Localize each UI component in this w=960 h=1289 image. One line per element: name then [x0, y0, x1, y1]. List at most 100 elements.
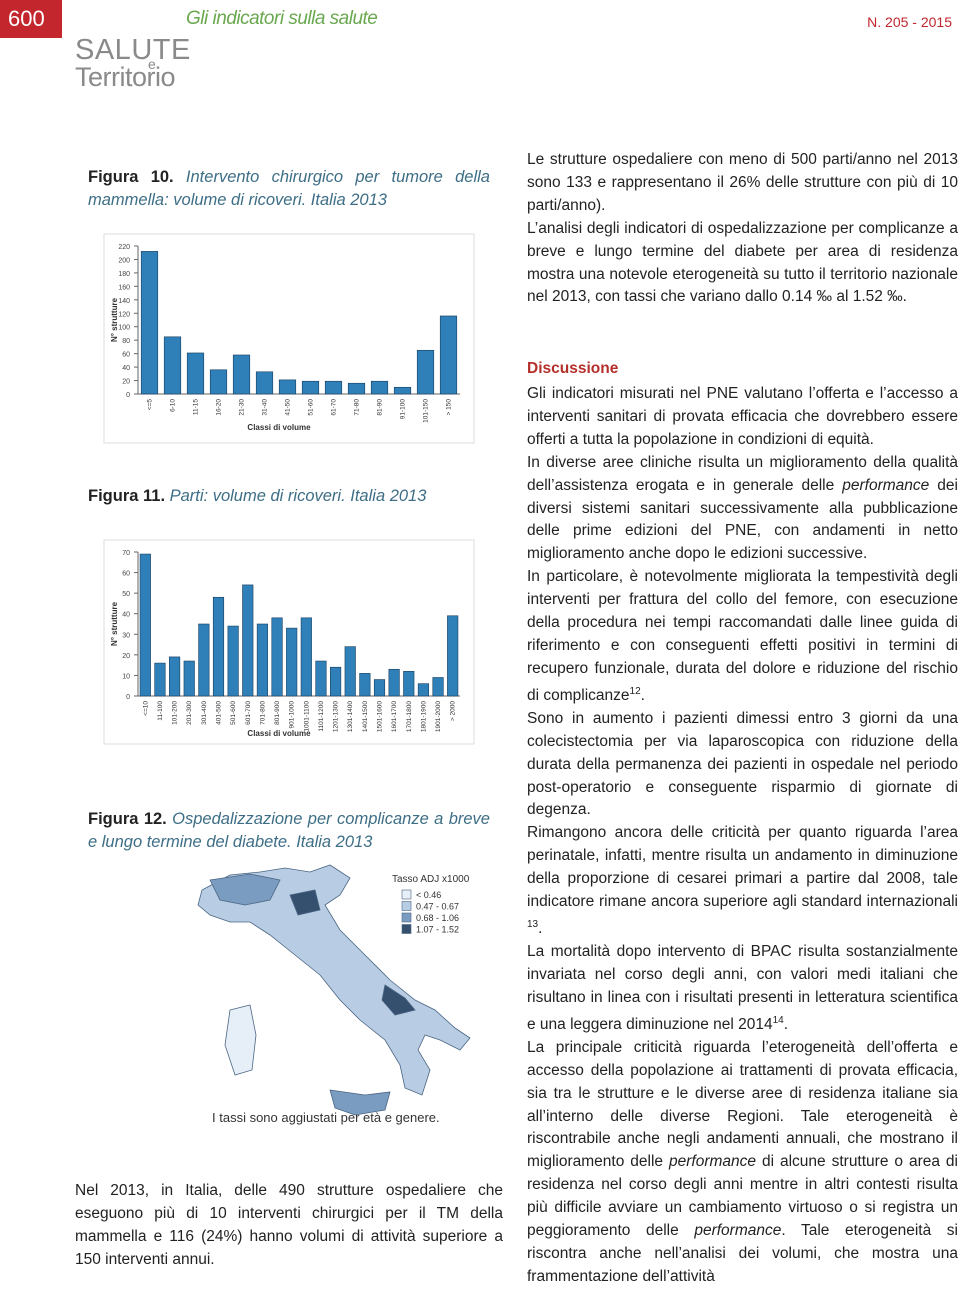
map-note: I tassi sono aggiustati per età e genere…	[212, 1110, 440, 1125]
bar	[271, 617, 283, 697]
y-tick-label: 60	[122, 352, 130, 359]
x-tick-label: 201-300	[186, 701, 193, 725]
legend-swatch	[401, 924, 412, 934]
x-tick-label: > 2000	[450, 701, 457, 721]
x-tick-label: 101-200	[172, 701, 179, 725]
paragraph: Nel 2013, in Italia, delle 490 strutture…	[75, 1182, 503, 1268]
text-run: La mortalità dopo intervento di BPAC ris…	[527, 943, 958, 1033]
logo: Territorio	[75, 62, 176, 92]
y-tick-label: 50	[122, 591, 130, 598]
x-tick-label: 41-50	[285, 399, 292, 416]
body-text: Gli indicatori misurati nel PNE valutano…	[527, 383, 958, 1289]
x-axis-label: Classi di volume	[247, 729, 311, 738]
logo: e	[148, 56, 156, 72]
x-axis-label: Classi di volume	[247, 423, 311, 432]
x-tick-label: 1401-1500	[362, 701, 369, 732]
paragraph: Gli indicatori misurati nel PNE valutano…	[527, 383, 958, 452]
bar	[300, 617, 312, 697]
legend-swatch	[401, 889, 412, 900]
y-tick-label: 30	[122, 632, 130, 639]
map-region	[289, 889, 321, 916]
bar	[232, 354, 251, 395]
paragraph: Sono in aumento i pazienti dimessi entro…	[527, 708, 958, 823]
bar	[324, 380, 343, 395]
y-axis-label: N° strutture	[110, 601, 119, 646]
paragraph: Le strutture ospedaliere con meno di 500…	[527, 149, 958, 218]
y-tick-label: 0	[126, 694, 130, 701]
bar	[388, 668, 400, 697]
y-axis-label: N° strutture	[110, 297, 119, 342]
map: Tasso ADJ x1000 < 0.46 0.47 - 0.670.68 - 1…	[197, 864, 471, 1116]
y-tick-label: 180	[118, 271, 130, 278]
paragraph: La principale criticità riguarda l’etero…	[527, 1037, 958, 1289]
x-tick-label: 801-900	[274, 701, 281, 725]
bar	[242, 584, 254, 697]
text-run: Le strutture ospedaliere con meno di 500…	[527, 151, 958, 214]
chart-frame	[103, 233, 475, 444]
text-run: La principale criticità riguarda l’etero…	[527, 1038, 958, 1171]
bar	[439, 315, 458, 395]
bar	[169, 656, 181, 697]
bar	[139, 553, 151, 697]
text-run: In diverse aree cliniche risulta un migl…	[527, 453, 958, 494]
figure-caption: Figura 11. Parti: volume di ricoveri. It…	[88, 485, 490, 508]
chart-frame	[103, 539, 475, 745]
y-tick-label: 0	[126, 392, 130, 399]
text-run: In particolare, è notevolmente migliorat…	[527, 568, 958, 704]
figure-label: Figura 10.	[88, 168, 174, 186]
map-region	[329, 1089, 391, 1116]
figure-caption: Figura 10. Intervento chirurgico per tum…	[88, 166, 490, 211]
paragraph: La mortalità dopo intervento di BPAC ris…	[527, 941, 958, 1037]
map-region	[197, 864, 471, 1096]
bar	[198, 623, 210, 697]
text-run: L’analisi degli indicatori di ospedalizz…	[527, 219, 958, 306]
x-tick-label: 601-700	[245, 701, 252, 725]
x-tick-label: 1001-1100	[303, 701, 310, 732]
y-tick-label: 70	[122, 550, 130, 557]
bar	[432, 677, 444, 697]
bar	[373, 679, 386, 697]
section-heading: Discussione	[527, 360, 619, 377]
text-run: .	[640, 686, 645, 704]
map-region	[209, 873, 281, 906]
text-run: 13	[527, 919, 539, 930]
x-tick-label: > 150	[446, 399, 453, 416]
text-run: 12	[629, 685, 641, 697]
issue: N. 205 - 2015	[867, 14, 952, 30]
y-tick-label: 10	[122, 673, 130, 680]
y-tick-label: 40	[122, 612, 130, 619]
x-tick-label: 1701-1800	[406, 701, 413, 732]
caption-text: Parti: volume di ricoveri. Italia 2013	[169, 487, 427, 505]
legend-swatch	[401, 901, 412, 911]
x-tick-label: 71-80	[354, 399, 361, 416]
x-tick-label: 1301-1400	[347, 701, 354, 732]
text-run: di alcune strutture o area di residenza …	[527, 1153, 958, 1240]
bar	[154, 662, 166, 697]
paragraph: In particolare, è notevolmente migliorat…	[527, 566, 958, 708]
x-tick-label: 1901-2000	[435, 701, 442, 732]
body-text: Le strutture ospedaliere con meno di 500…	[527, 149, 958, 309]
bar	[140, 251, 159, 395]
bar	[344, 646, 356, 697]
legend-swatch	[401, 912, 412, 923]
paragraph: Rimangono ancora delle criticità per qua…	[527, 822, 958, 941]
x-tick-label: 31-40	[262, 399, 269, 416]
figure-label: Figura 12.	[88, 810, 167, 828]
paragraph: In diverse aree cliniche risulta un migl…	[527, 452, 958, 567]
bar	[186, 352, 205, 395]
x-tick-label: 1501-1600	[377, 701, 384, 732]
bar	[209, 369, 228, 395]
x-tick-label: 1101-1200	[318, 701, 325, 732]
page-number: 600	[0, 0, 62, 38]
x-tick-label: 6-10	[170, 399, 177, 412]
section-title: Gli indicatori sulla salute	[186, 8, 378, 29]
caption-text: Ospedalizzazione per complicanze a breve…	[88, 810, 490, 851]
x-tick-label: 16-20	[216, 399, 223, 416]
legend-label: 0.68 - 1.06	[416, 913, 459, 923]
y-tick-label: 100	[118, 325, 130, 332]
paragraph: L’analisi degli indicatori di ospedalizz…	[527, 218, 958, 310]
text-run: .	[783, 1015, 789, 1033]
bar	[212, 596, 225, 697]
text-run: .	[538, 920, 543, 938]
